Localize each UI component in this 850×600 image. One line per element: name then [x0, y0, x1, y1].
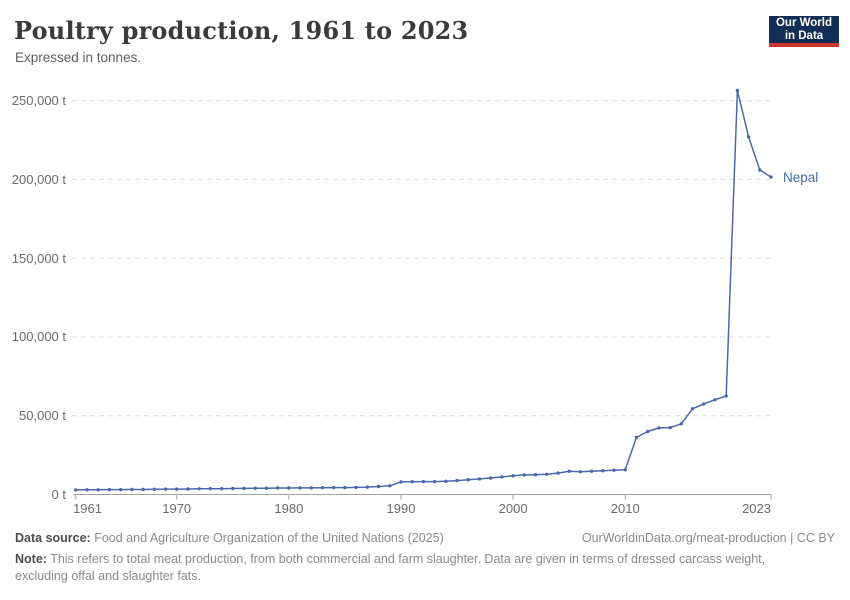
y-tick-label: 100,000 t — [11, 329, 66, 345]
data-point — [175, 487, 179, 491]
y-tick-label: 250,000 t — [11, 93, 66, 109]
data-point — [421, 479, 426, 484]
data-point — [500, 475, 504, 479]
data-point — [735, 88, 740, 93]
data-point — [522, 473, 526, 477]
data-point — [646, 429, 650, 434]
y-tick-label: 150,000 t — [11, 250, 66, 266]
data-point — [231, 486, 235, 491]
data-point — [186, 487, 190, 491]
data-point — [309, 486, 313, 490]
data-point — [556, 471, 560, 475]
data-point — [264, 486, 269, 490]
data-point — [466, 478, 470, 482]
data-point — [343, 485, 347, 490]
data-point — [511, 474, 515, 478]
data-point — [746, 135, 751, 139]
data-point — [567, 469, 571, 473]
x-tick-label: 1980 — [274, 501, 304, 516]
data-point — [679, 422, 683, 426]
data-point — [85, 488, 89, 492]
data-point — [713, 398, 717, 402]
data-point — [163, 487, 168, 491]
data-point — [634, 435, 639, 440]
x-tick-label: 2010 — [610, 501, 640, 516]
data-point — [332, 485, 336, 490]
data-point — [668, 425, 672, 430]
data-point — [578, 470, 583, 474]
owid-logo-text-line2: in Data — [784, 29, 824, 42]
owid-logo-stripe — [769, 43, 839, 47]
y-tick-label: 50,000 t — [19, 408, 66, 424]
data-point — [444, 479, 448, 483]
data-point — [298, 486, 302, 490]
data-point — [74, 488, 78, 492]
data-point — [365, 485, 369, 489]
data-point — [388, 484, 392, 488]
note-text: This refers to total meat production, fr… — [15, 552, 766, 583]
data-point — [657, 426, 661, 430]
owid-url-link[interactable]: OurWorldinData.org/meat-production | CC … — [581, 531, 835, 545]
data-point — [107, 487, 112, 492]
data-source-label: Data source: — [15, 531, 91, 545]
data-point — [489, 476, 493, 480]
data-point — [702, 402, 706, 406]
data-point — [219, 487, 224, 491]
data-point — [601, 469, 605, 473]
data-point — [119, 487, 123, 492]
data-point — [612, 468, 616, 472]
data-point — [141, 487, 145, 492]
y-tick-label: 0 t — [51, 487, 66, 502]
data-point — [275, 486, 280, 490]
data-point — [253, 486, 257, 490]
data-point — [320, 486, 325, 490]
data-point — [287, 486, 291, 490]
x-tick-label: 1961 — [73, 501, 102, 516]
y-tick-label: 200,000 t — [11, 171, 66, 187]
note-label: Note: — [15, 552, 47, 566]
series-label-nepal: Nepal — [783, 170, 819, 185]
data-point — [477, 477, 482, 481]
data-line — [75, 89, 772, 491]
data-source-line: Data source: Food and Agriculture Organi… — [15, 531, 444, 545]
data-point — [589, 469, 594, 473]
data-point — [455, 478, 459, 483]
page-title: Poultry production, 1961 to 2023 — [14, 16, 469, 45]
data-point — [208, 487, 213, 491]
x-tick-label: 1970 — [162, 501, 192, 516]
data-point — [354, 485, 358, 490]
data-point — [769, 175, 773, 179]
data-point — [152, 487, 156, 491]
owid-logo[interactable]: Our World in Data — [769, 16, 839, 47]
data-source-value: Food and Agriculture Organization of the… — [94, 531, 444, 545]
x-tick-label: 2000 — [498, 501, 528, 516]
x-tick-label: 1990 — [386, 501, 416, 516]
x-tick-label: 2023 — [742, 501, 771, 516]
data-point — [758, 168, 762, 172]
data-point — [410, 480, 414, 484]
data-point — [96, 488, 100, 492]
data-point — [724, 394, 728, 398]
data-point — [197, 487, 201, 491]
data-point — [545, 472, 549, 476]
data-point — [399, 480, 403, 484]
data-point — [376, 484, 381, 489]
owid-logo-box: Our World in Data — [769, 16, 839, 43]
data-point — [130, 487, 134, 492]
chart-subtitle: Expressed in tonnes. — [15, 50, 142, 65]
owid-logo-text-line1: Our World — [775, 17, 832, 29]
data-point — [533, 473, 538, 477]
data-point — [690, 407, 695, 411]
chart-footer: Data source: Food and Agriculture Organi… — [15, 531, 835, 584]
data-point — [432, 479, 437, 484]
data-point — [623, 468, 627, 472]
data-point — [242, 486, 246, 491]
